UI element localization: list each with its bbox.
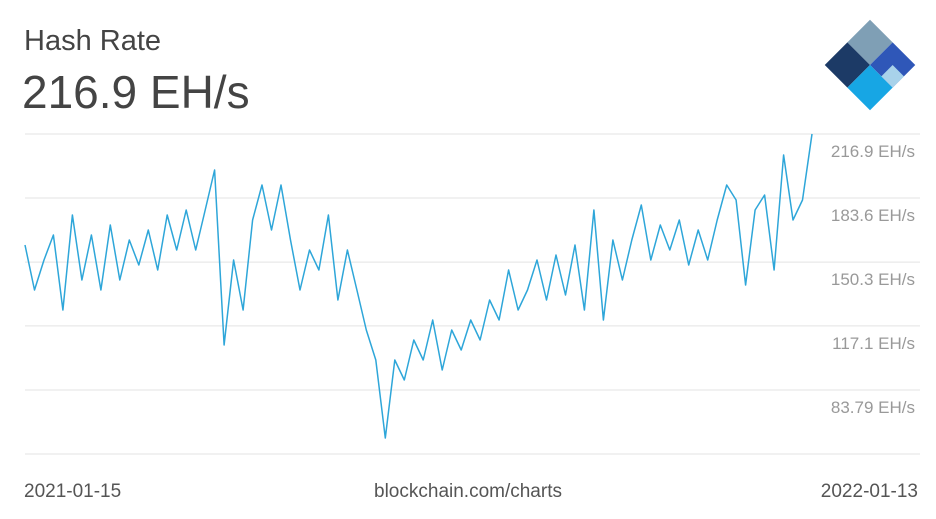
y-tick-label: 150.3 EH/s xyxy=(831,270,915,289)
y-tick-label: 216.9 EH/s xyxy=(831,142,915,161)
headline-value: 216.9 EH/s xyxy=(22,66,250,118)
y-tick-label: 117.1 EH/s xyxy=(832,334,915,353)
source: blockchain.com/charts xyxy=(374,481,562,502)
chart-title: Hash Rate xyxy=(24,25,161,57)
data-line xyxy=(24,133,813,439)
logo xyxy=(824,19,916,111)
y-tick-label: 83.79 EH/s xyxy=(831,398,915,417)
y-tick-label: 183.6 EH/s xyxy=(831,206,915,225)
x-end-label: 2022-01-13 xyxy=(821,481,918,502)
x-start-label: 2021-01-15 xyxy=(24,481,121,502)
